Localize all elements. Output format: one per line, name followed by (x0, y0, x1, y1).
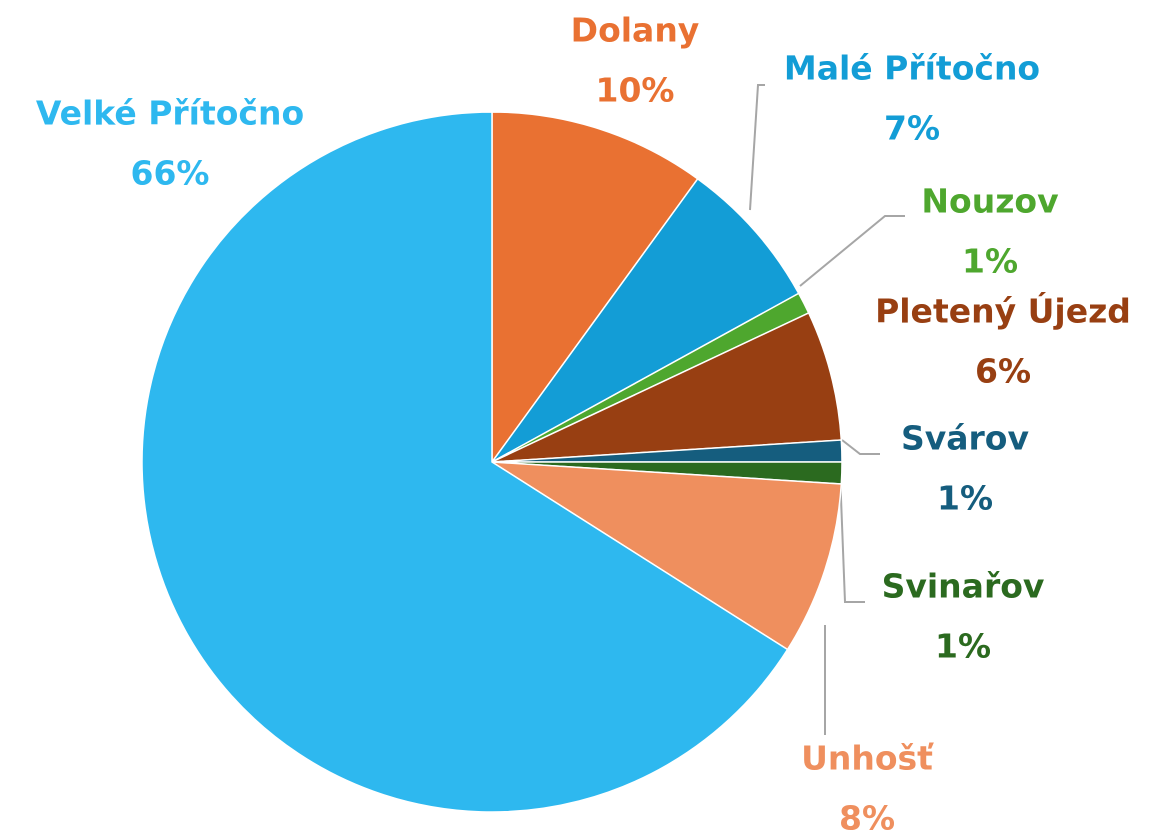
slice-value: 66% (131, 154, 210, 193)
pie-slice (141, 111, 789, 813)
slice-label: Unhošť (801, 739, 934, 778)
slice-label: Svárov (901, 419, 1029, 458)
pie-slice (491, 311, 843, 463)
slice-label: Dolany (571, 11, 700, 50)
slice-value: 7% (884, 109, 940, 148)
slice-label: Svinařov (882, 567, 1045, 606)
slice-value: 1% (935, 627, 991, 666)
slice-value: 10% (596, 71, 675, 110)
leader-line (749, 84, 765, 211)
slice-label: Velké Přítočno (36, 94, 304, 133)
leader-line (839, 471, 865, 603)
slice-value: 1% (962, 242, 1018, 281)
leader-line (799, 215, 905, 287)
pie-slice (491, 177, 800, 463)
pie-slice (491, 461, 843, 651)
slice-label: Nouzov (921, 182, 1059, 221)
leader-line (841, 439, 880, 455)
slice-value: 6% (975, 352, 1031, 391)
slice-value: 8% (839, 799, 895, 838)
pie-slice (491, 111, 699, 465)
slice-label: Pletený Újezd (875, 291, 1131, 331)
slice-value: 1% (937, 479, 993, 518)
slice-label: Malé Přítočno (784, 49, 1040, 88)
